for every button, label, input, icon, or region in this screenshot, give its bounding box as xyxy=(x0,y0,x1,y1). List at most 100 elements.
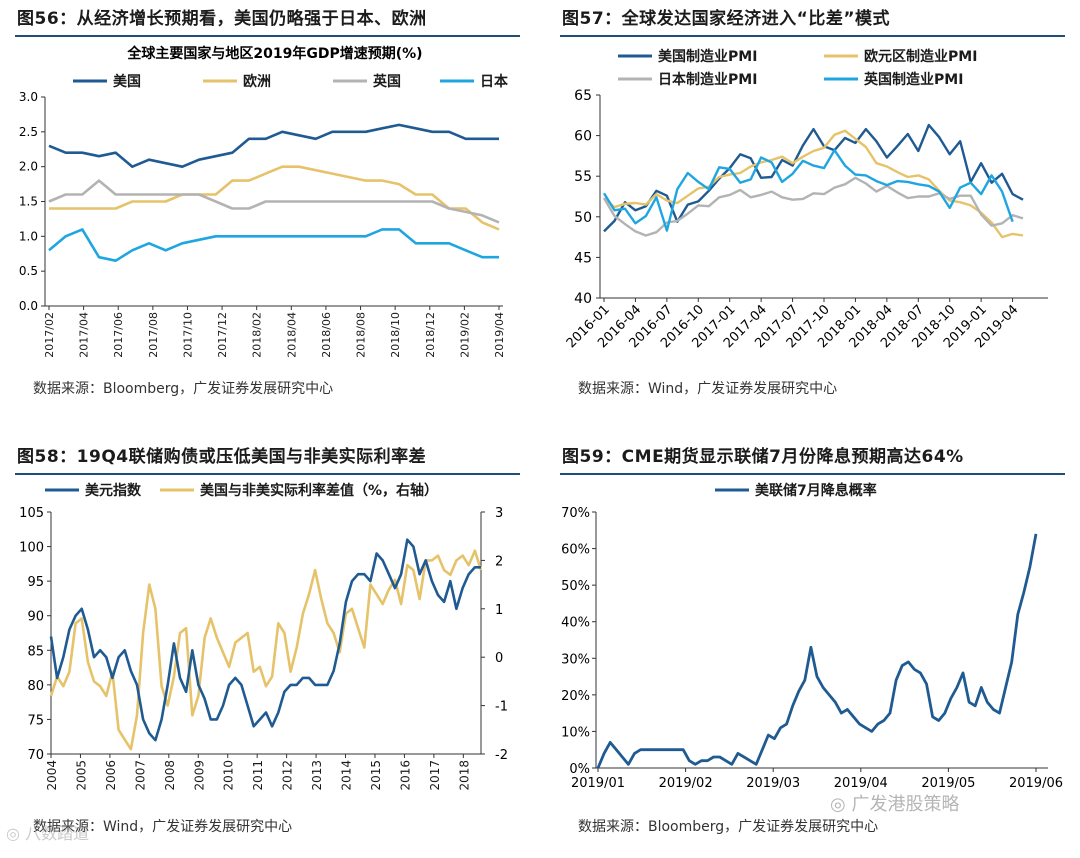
xtick-label-58-0: 2004 xyxy=(45,760,59,791)
watermark-top: ◎ 广发港股策略 xyxy=(830,790,959,816)
ytick-right-label-58-2: 0 xyxy=(495,651,503,666)
xtick-label-58-4: 2008 xyxy=(163,760,177,791)
xtick-label-59-0: 2019/01 xyxy=(571,776,625,791)
xtick-label-58-1: 2005 xyxy=(74,760,88,791)
xtick-label-56-7: 2018/04 xyxy=(285,312,298,358)
figure-59-source: 数据来源：Bloomberg，广发证券发展研究中心 xyxy=(578,819,879,835)
xtick-label-59-1: 2019/02 xyxy=(659,776,713,791)
legend-58-1-label: 美国与非美实际利率差值（%，右轴） xyxy=(200,482,438,499)
xtick-label-56-1: 2017/04 xyxy=(78,312,91,358)
figure-57-title-text: 全球发达国家经济进入“比差”模式 xyxy=(621,9,891,29)
figure-59-title-text: CME期货显示联储7月份降息预期高达64% xyxy=(621,447,964,467)
legend-56-1-label: 欧洲 xyxy=(243,73,271,90)
figure-56-title-rule xyxy=(15,35,520,37)
xtick-label-56-4: 2017/10 xyxy=(181,312,194,358)
ytick-left-label-58-5: 95 xyxy=(27,575,44,590)
xtick-label-58-8: 2012 xyxy=(281,760,295,791)
xtick-label-58-2: 2006 xyxy=(104,760,118,791)
line-56-2 xyxy=(48,179,500,224)
ytick-label-57-3: 55 xyxy=(574,169,592,185)
figure-57-title-rule xyxy=(560,35,1065,37)
legend-57-3-label: 英国制造业PMI xyxy=(863,71,963,88)
xtick-label-56-6: 2018/02 xyxy=(251,312,264,358)
chart-58-dollar-rate-diff: 美元指数 美国与非美实际利率差值（%，右轴） 70 75 80 85 90 95 100 105 -… xyxy=(19,482,508,791)
line-58-rate-diff xyxy=(49,549,483,751)
legend-56-0-label: 美国 xyxy=(113,73,141,90)
xtick-label-58-7: 2011 xyxy=(251,760,265,791)
xtick-label-58-5: 2009 xyxy=(192,760,206,791)
watermark-bottom-icon: ◎ xyxy=(6,824,20,843)
line-57-2 xyxy=(602,176,1024,237)
xtick-label-58-3: 2007 xyxy=(133,760,147,791)
watermark-top-text: 广发港股策略 xyxy=(851,794,960,815)
ytick-label-59-7: 70% xyxy=(561,506,590,521)
ytick-right-label-58-1: -1 xyxy=(495,700,508,715)
watermark-bottom-text: 八数踏道 xyxy=(25,824,90,843)
figure-59-title-rule xyxy=(560,473,1065,475)
line-56-3 xyxy=(48,228,499,262)
ytick-label-57-4: 60 xyxy=(574,129,592,145)
ytick-label-56-3: 1.5 xyxy=(19,195,38,209)
ytick-label-59-2: 20% xyxy=(561,689,590,704)
ytick-label-59-4: 40% xyxy=(561,616,590,631)
xtick-label-58-10: 2014 xyxy=(340,760,354,791)
xtick-label-56-8: 2018/06 xyxy=(320,312,333,358)
ytick-label-57-0: 40 xyxy=(574,291,592,307)
ytick-left-label-58-2: 80 xyxy=(27,679,44,694)
figure-59-title-prefix: 图59： xyxy=(562,447,622,467)
ytick-label-56-5: 2.5 xyxy=(19,125,38,139)
xtick-label-58-13: 2017 xyxy=(428,760,442,791)
figure-58-title-prefix: 图58： xyxy=(17,447,77,467)
ytick-right-label-58-5: 3 xyxy=(495,506,503,521)
chart-56-gdp-forecast: 全球主要国家与地区2019年GDP增速预期(%) 美国 欧洲 英国 日本 0.0 0.5 1.… xyxy=(19,45,509,358)
xtick-label-56-13: 2019/04 xyxy=(493,312,506,358)
legend-57-2-label: 日本制造业PMI xyxy=(658,71,757,88)
line-57-0 xyxy=(603,123,1024,233)
chart-59-cut-probability: 美联储7月降息概率 0% 10% 20% 30% 40% 50% 60% 70% 2019/01 2… xyxy=(561,482,1063,791)
watermark-bottom: ◎ 八数踏道 xyxy=(6,820,89,844)
ytick-left-label-58-1: 75 xyxy=(27,713,44,728)
wechat-icon: ◎ xyxy=(830,794,846,815)
legend-57-1-label: 欧元区制造业PMI xyxy=(864,48,977,65)
ytick-label-57-2: 50 xyxy=(574,210,592,226)
xtick-label-58-11: 2015 xyxy=(369,760,383,791)
ytick-label-56-2: 1.0 xyxy=(19,229,38,243)
ytick-label-59-0: 0% xyxy=(569,762,590,777)
line-56-0 xyxy=(48,123,499,168)
ytick-left-label-58-0: 70 xyxy=(27,748,44,763)
ytick-label-56-1: 0.5 xyxy=(19,264,38,278)
xtick-label-56-2: 2017/06 xyxy=(112,312,125,358)
ytick-label-57-1: 45 xyxy=(574,250,592,266)
ytick-left-label-58-4: 90 xyxy=(27,610,44,625)
xtick-label-59-2: 2019/03 xyxy=(746,776,800,791)
ytick-left-label-58-7: 105 xyxy=(19,506,44,521)
ytick-left-label-58-6: 100 xyxy=(19,541,44,556)
figure-57-source: 数据来源：Wind，广发证券发展研究中心 xyxy=(578,381,838,397)
panel-figure-58: 图58：19Q4联储购债或压低美国与非美实际利率差 美元指数 美国与非美实际利率差… xyxy=(15,438,520,858)
ytick-label-59-6: 60% xyxy=(561,543,590,558)
ytick-label-59-5: 50% xyxy=(561,579,590,594)
legend-56-3-label: 日本 xyxy=(480,73,509,90)
figure-56-title: 图56：从经济增长预期看，美国仍略强于日本、欧洲 xyxy=(17,4,427,29)
figure-56-source: 数据来源：Bloomberg，广发证券发展研究中心 xyxy=(33,381,334,397)
panel-figure-56: 图56：从经济增长预期看，美国仍略强于日本、欧洲 全球主要国家与地区2019年G… xyxy=(15,0,520,420)
ytick-left-label-58-3: 85 xyxy=(27,644,44,659)
line-58-dollar-index xyxy=(49,538,481,742)
legend-58-0-label: 美元指数 xyxy=(85,482,142,499)
xtick-label-56-3: 2017/08 xyxy=(147,312,160,358)
figure-57-title: 图57：全球发达国家经济进入“比差”模式 xyxy=(562,4,890,29)
ytick-label-59-3: 30% xyxy=(561,652,590,667)
xtick-label-59-5: 2019/06 xyxy=(1009,776,1063,791)
xtick-label-59-3: 2019/04 xyxy=(834,776,888,791)
line-57-3 xyxy=(602,148,1014,232)
ytick-right-label-58-3: 1 xyxy=(495,603,503,618)
chart-56-subtitle: 全球主要国家与地区2019年GDP增速预期(%) xyxy=(126,45,422,62)
xtick-label-58-9: 2013 xyxy=(310,760,324,791)
ytick-right-label-58-0: -2 xyxy=(495,748,508,763)
figure-57-title-prefix: 图57： xyxy=(562,9,622,29)
ytick-label-56-4: 2.0 xyxy=(19,160,38,174)
line-57-1 xyxy=(603,129,1024,239)
xtick-label-59-4: 2019/05 xyxy=(921,776,975,791)
ytick-label-56-6: 3.0 xyxy=(19,90,38,104)
xtick-label-56-11: 2018/12 xyxy=(424,312,437,358)
